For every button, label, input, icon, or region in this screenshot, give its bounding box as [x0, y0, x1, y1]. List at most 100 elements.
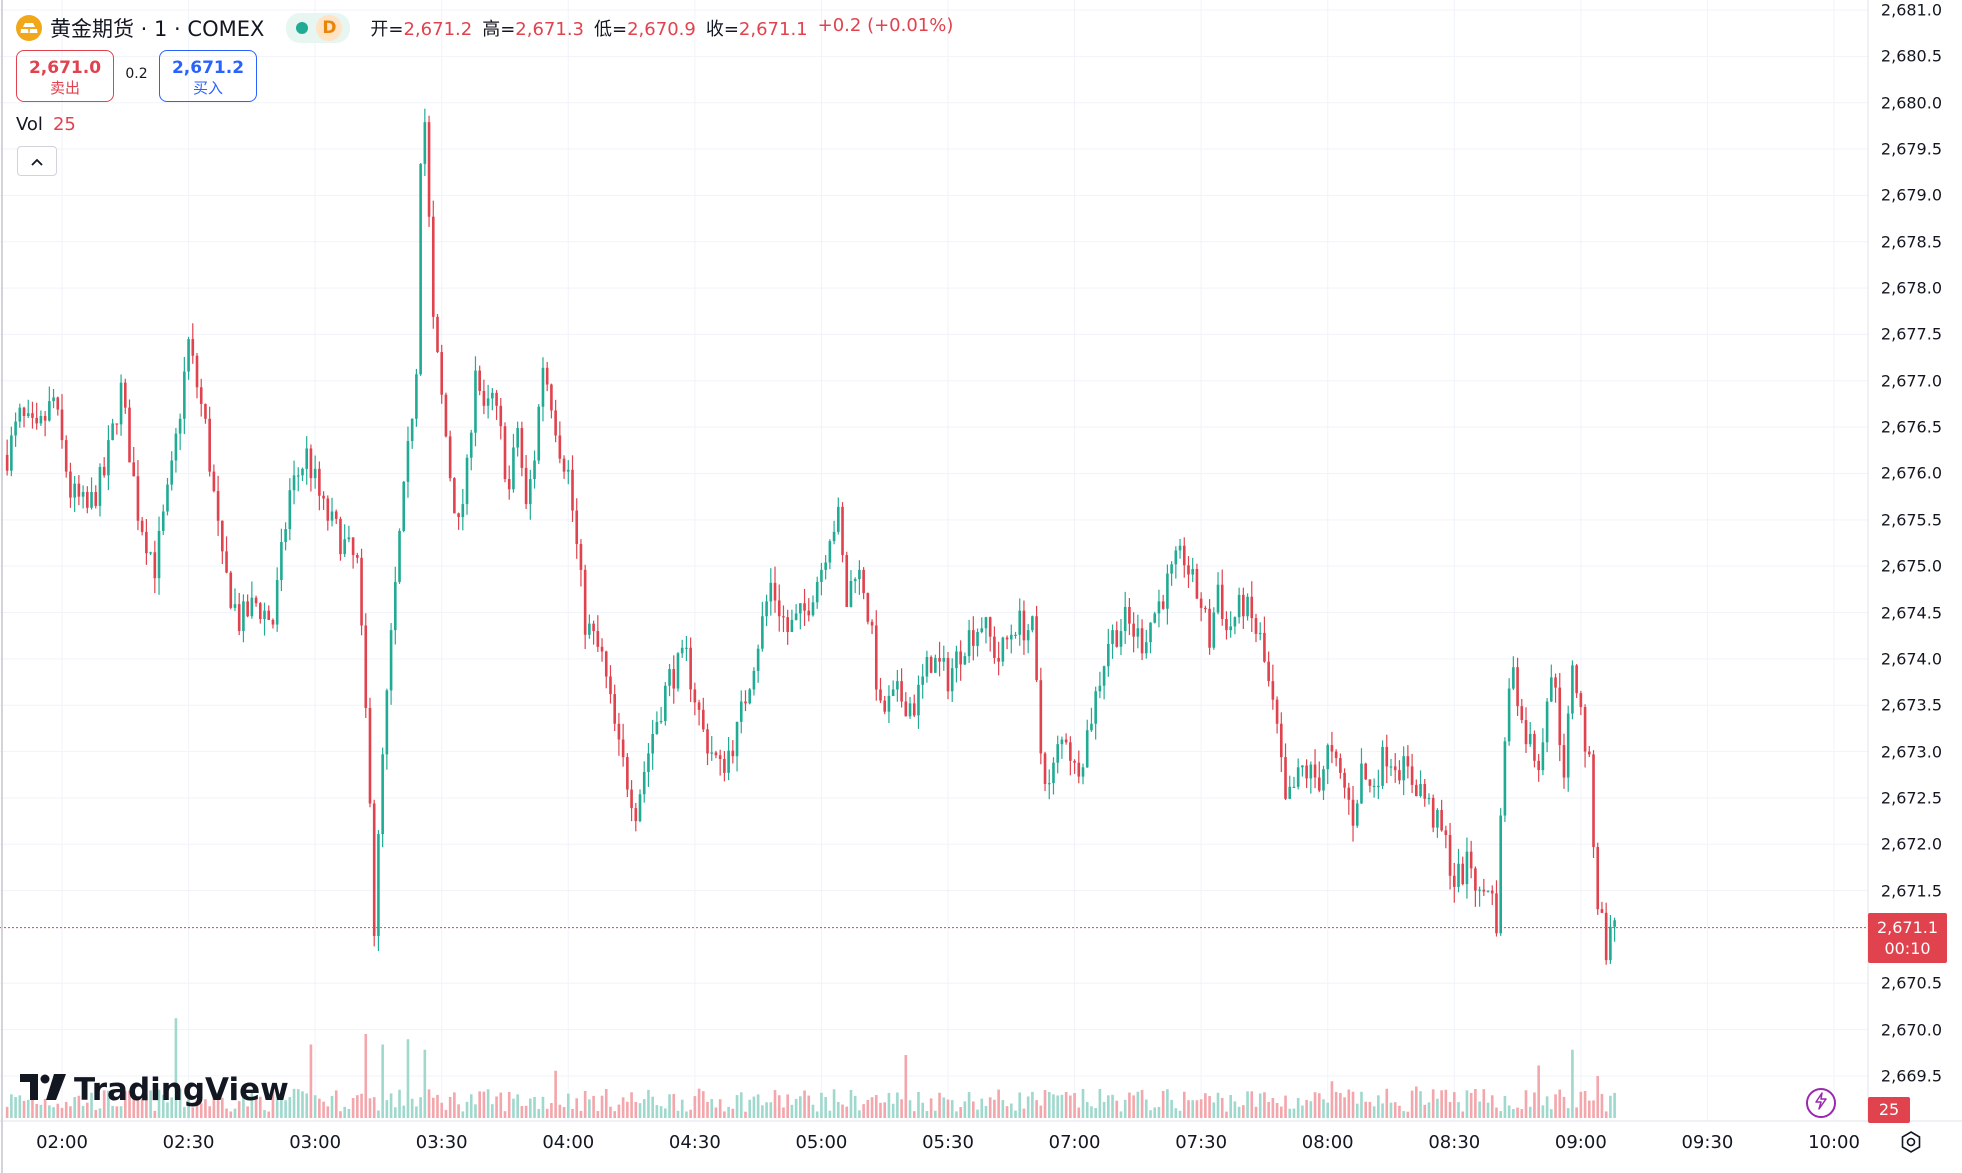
candle[interactable]: [267, 605, 271, 621]
candle[interactable]: [1229, 611, 1232, 638]
candle[interactable]: [1052, 757, 1055, 795]
candle[interactable]: [1123, 591, 1127, 644]
candle[interactable]: [1199, 592, 1203, 622]
candle[interactable]: [145, 519, 148, 565]
candle[interactable]: [621, 723, 625, 767]
candle[interactable]: [862, 567, 865, 600]
candle[interactable]: [161, 504, 165, 536]
candle[interactable]: [195, 352, 199, 399]
candle[interactable]: [1457, 848, 1460, 893]
candle[interactable]: [406, 426, 410, 498]
candle[interactable]: [1005, 635, 1009, 650]
candle[interactable]: [280, 528, 283, 592]
candle[interactable]: [1596, 842, 1600, 915]
candle[interactable]: [1550, 664, 1553, 703]
candle[interactable]: [689, 637, 692, 702]
candle[interactable]: [187, 336, 190, 380]
candle[interactable]: [1377, 769, 1380, 800]
candle[interactable]: [718, 749, 722, 776]
candle[interactable]: [364, 613, 368, 718]
candle[interactable]: [136, 460, 140, 531]
candle[interactable]: [1406, 745, 1410, 779]
candle[interactable]: [258, 601, 262, 624]
candle[interactable]: [1174, 546, 1178, 579]
candle[interactable]: [229, 570, 233, 610]
candle[interactable]: [967, 619, 971, 663]
candle[interactable]: [1364, 762, 1367, 781]
candle[interactable]: [1415, 779, 1418, 797]
candle[interactable]: [1098, 671, 1102, 699]
candle[interactable]: [1069, 736, 1072, 776]
candle[interactable]: [1385, 734, 1389, 784]
candle[interactable]: [149, 551, 152, 556]
candle[interactable]: [1326, 743, 1330, 785]
candle[interactable]: [246, 594, 249, 618]
candle[interactable]: [491, 388, 494, 411]
candle[interactable]: [693, 682, 697, 716]
candle[interactable]: [1528, 721, 1532, 747]
flash-alert-button[interactable]: [1806, 1088, 1836, 1118]
candle[interactable]: [339, 516, 342, 561]
candle[interactable]: [1347, 782, 1351, 815]
candle[interactable]: [782, 605, 785, 633]
candle[interactable]: [550, 383, 553, 419]
candle[interactable]: [938, 641, 941, 677]
candle[interactable]: [1448, 822, 1452, 890]
candle[interactable]: [52, 388, 55, 409]
candle[interactable]: [1056, 735, 1060, 774]
candle[interactable]: [512, 433, 515, 493]
candle[interactable]: [723, 750, 726, 782]
candle[interactable]: [90, 477, 93, 510]
candle[interactable]: [1490, 885, 1494, 906]
candle[interactable]: [191, 323, 195, 364]
candle[interactable]: [1343, 768, 1346, 799]
candle[interactable]: [1258, 622, 1262, 641]
candle[interactable]: [77, 475, 81, 506]
candle[interactable]: [381, 747, 384, 848]
candle[interactable]: [659, 706, 663, 724]
candle[interactable]: [5, 439, 9, 476]
candle[interactable]: [368, 697, 372, 808]
candle[interactable]: [305, 436, 309, 485]
candle[interactable]: [1132, 612, 1135, 653]
candle[interactable]: [1170, 561, 1173, 586]
candle[interactable]: [1495, 880, 1498, 937]
candle[interactable]: [1436, 808, 1439, 838]
candle[interactable]: [955, 645, 958, 683]
candle[interactable]: [495, 390, 498, 420]
candle[interactable]: [870, 619, 874, 635]
candle[interactable]: [94, 485, 98, 509]
candle[interactable]: [735, 721, 739, 772]
candle[interactable]: [1301, 765, 1304, 777]
candle[interactable]: [1592, 750, 1595, 859]
candle[interactable]: [1284, 743, 1287, 801]
candle[interactable]: [583, 564, 587, 650]
candle[interactable]: [86, 486, 89, 514]
candle[interactable]: [744, 690, 747, 712]
candle[interactable]: [431, 200, 435, 329]
candle[interactable]: [1107, 628, 1110, 677]
candle[interactable]: [993, 626, 996, 664]
candle[interactable]: [35, 402, 38, 430]
candle[interactable]: [478, 365, 481, 396]
candle[interactable]: [1368, 779, 1372, 793]
candle[interactable]: [1419, 770, 1422, 798]
candle[interactable]: [284, 522, 287, 551]
candle[interactable]: [1157, 589, 1161, 628]
candle[interactable]: [900, 668, 903, 708]
candle[interactable]: [81, 485, 85, 509]
candle[interactable]: [769, 568, 773, 616]
candle[interactable]: [275, 567, 279, 632]
candle[interactable]: [1355, 799, 1359, 828]
candle[interactable]: [1077, 750, 1081, 784]
candle[interactable]: [39, 410, 43, 426]
candle[interactable]: [773, 566, 777, 613]
candle[interactable]: [545, 362, 549, 392]
candle[interactable]: [1064, 733, 1068, 745]
candle[interactable]: [410, 418, 414, 449]
candle[interactable]: [254, 595, 258, 607]
candle[interactable]: [1279, 712, 1283, 773]
candle[interactable]: [761, 601, 764, 652]
candle[interactable]: [697, 699, 701, 726]
